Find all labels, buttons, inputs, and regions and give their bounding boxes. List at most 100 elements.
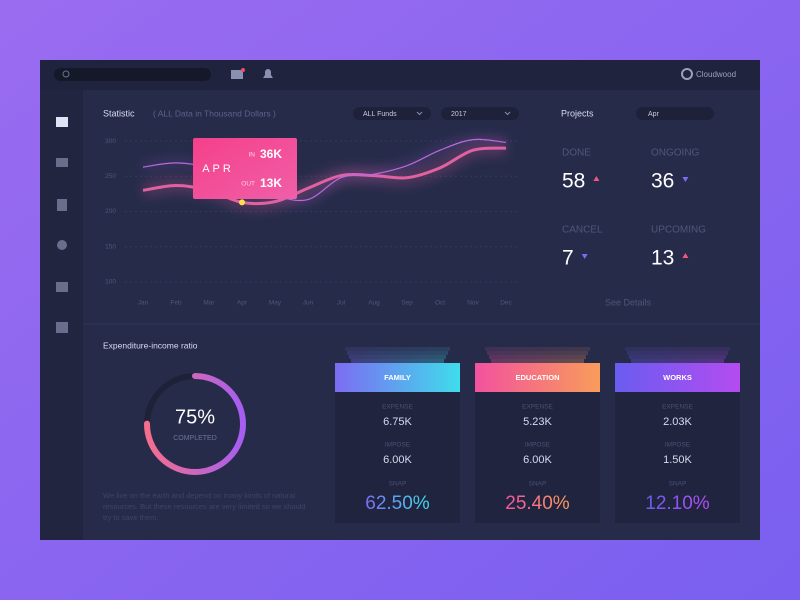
card-title: EDUCATION <box>515 373 559 382</box>
stat-label: CANCEL <box>562 225 603 236</box>
mail-badge <box>241 68 245 72</box>
nav-statistics[interactable] <box>56 117 68 127</box>
card-stack <box>487 351 588 355</box>
card-stack <box>491 359 584 363</box>
month-filter-label: Apr <box>648 111 660 118</box>
card-row-label: IMPOSE <box>525 442 551 449</box>
nav-messages[interactable] <box>56 282 68 292</box>
brand-logo <box>681 68 693 80</box>
y-tick-label: 300 <box>105 138 116 145</box>
card-stack <box>351 359 444 363</box>
nav-docs[interactable] <box>57 199 67 211</box>
card-row-value: 5.23K <box>523 416 552 428</box>
card-snap: 12.10% <box>645 493 710 514</box>
mail-icon[interactable] <box>231 70 243 79</box>
card-stack <box>631 359 724 363</box>
ratio-arc <box>144 373 246 475</box>
x-tick-label: May <box>269 300 282 307</box>
stat-value: 36 <box>651 170 674 193</box>
card-row-value: 6.00K <box>523 454 552 466</box>
x-tick-label: Mar <box>203 300 215 307</box>
search-box[interactable] <box>54 68 211 81</box>
x-tick-label: Jun <box>303 300 314 307</box>
x-tick-label: Nov <box>467 300 479 307</box>
stat-label: UPCOMING <box>651 225 706 236</box>
tooltip-in-label: IN <box>249 152 256 159</box>
card-stack <box>489 355 586 359</box>
trend-down <box>581 254 588 259</box>
nav-users[interactable] <box>57 240 67 250</box>
card-header <box>615 363 740 392</box>
x-tick-label: Aug <box>368 300 380 307</box>
x-tick-label: Dec <box>500 300 512 307</box>
ratio-value: 75% <box>175 406 215 428</box>
brand: Cloudwood <box>696 70 736 79</box>
card-snap: 62.50% <box>365 493 430 514</box>
card-row-label: IMPOSE <box>385 442 411 449</box>
filter-select[interactable] <box>441 107 519 120</box>
card-header <box>475 363 600 392</box>
chart-subtitle: ( ALL Data in Thousand Dollars ) <box>153 108 276 118</box>
filter-select[interactable] <box>353 107 431 120</box>
chevron <box>416 111 423 116</box>
card-header <box>335 363 460 392</box>
y-tick-label: 250 <box>105 173 116 180</box>
stat-value: 7 <box>562 247 574 270</box>
y-tick-label: 100 <box>105 279 116 286</box>
trend-up <box>682 253 689 258</box>
card-stack <box>345 347 450 351</box>
card-row-value: 1.50K <box>663 454 692 466</box>
sidebar-icons <box>56 117 68 333</box>
card-stack <box>485 347 590 351</box>
ratio-caption: COMPLETED <box>173 435 217 442</box>
filter-label: 2017 <box>451 111 467 118</box>
card-snap-label: SNAP <box>389 481 407 488</box>
filter-label: ALL Funds <box>363 111 397 118</box>
card-row-label: IMPOSE <box>665 442 691 449</box>
card-stack <box>625 347 730 351</box>
trend-up <box>593 176 600 181</box>
x-tick-label: Feb <box>170 300 182 307</box>
card-row-label: EXPENSE <box>522 404 553 411</box>
tooltip <box>193 138 297 199</box>
nav-folder[interactable] <box>56 158 68 167</box>
projects-title: Projects <box>561 108 594 118</box>
search-icon <box>62 70 70 78</box>
nav-map[interactable] <box>56 322 68 333</box>
card-row-value: 6.75K <box>383 416 412 428</box>
month-filter[interactable] <box>636 107 714 120</box>
tooltip-month: APR <box>202 163 234 175</box>
card-title: FAMILY <box>384 373 411 382</box>
card-snap-label: SNAP <box>529 481 547 488</box>
trend-down <box>682 177 689 182</box>
card-stack <box>349 355 446 359</box>
card-snap-label: SNAP <box>669 481 687 488</box>
point-marker <box>239 199 245 206</box>
card-row-label: EXPENSE <box>662 404 693 411</box>
card-stack <box>627 351 728 355</box>
stat-label: ONGOING <box>651 148 700 159</box>
chart-title: Statistic <box>103 108 135 118</box>
stat-value: 58 <box>562 170 585 193</box>
note-box: We live on the earth and depend on many … <box>103 491 306 522</box>
stat-label: DONE <box>562 148 591 159</box>
x-tick-label: Sep <box>401 300 413 307</box>
see-details[interactable]: See Details <box>605 297 652 307</box>
card-snap: 25.40% <box>505 493 570 514</box>
tooltip-out-value: 13K <box>260 176 282 190</box>
note: We live on the earth and depend on many … <box>103 491 306 522</box>
card-row-label: EXPENSE <box>382 404 413 411</box>
x-tick-label: Jul <box>337 300 346 307</box>
tooltip-in-value: 36K <box>260 147 282 161</box>
ratio-title: Expenditure-income ratio <box>103 340 198 350</box>
card-row-value: 6.00K <box>383 454 412 466</box>
card-title: WORKS <box>663 373 692 382</box>
y-tick-label: 200 <box>105 208 116 215</box>
x-tick-label: Jan <box>138 300 149 307</box>
card-row-value: 2.03K <box>663 416 692 428</box>
tooltip-out-label: OUT <box>241 181 255 188</box>
chevron <box>504 111 511 116</box>
bell-icon[interactable] <box>263 69 273 78</box>
